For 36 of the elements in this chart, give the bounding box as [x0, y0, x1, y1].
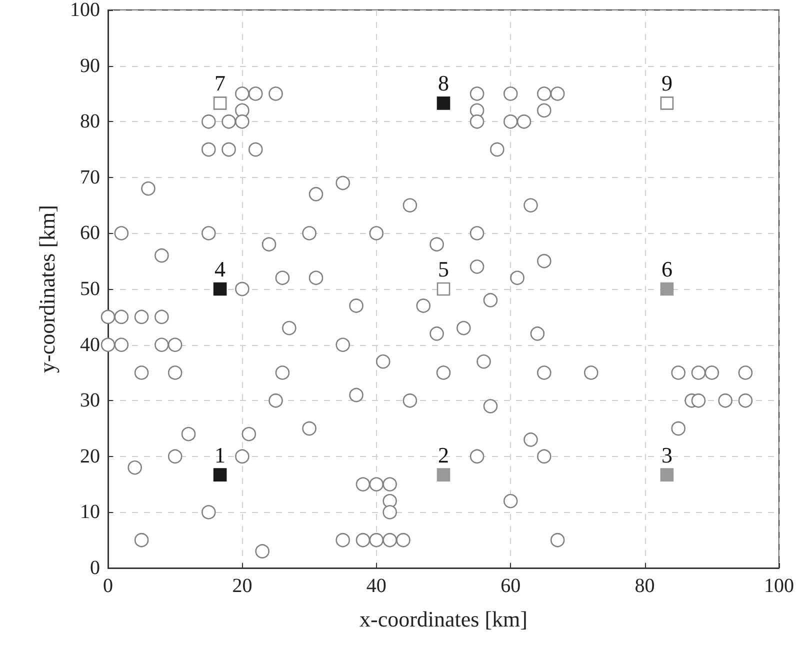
annotation: 8	[438, 70, 449, 96]
x-tick-label: 60	[500, 575, 521, 597]
point	[213, 96, 227, 110]
x-tick-label: 20	[232, 575, 252, 597]
annotation: 6	[661, 256, 672, 282]
annotation: 2	[438, 442, 449, 468]
y-tick-label: 0	[90, 557, 100, 579]
point	[213, 282, 227, 296]
y-tick-label: 90	[80, 54, 100, 77]
x-tick-label: 40	[366, 575, 386, 597]
x-tick-label: 100	[764, 575, 794, 597]
annotation: 4	[214, 256, 226, 282]
y-axis-title: y-coordinates [km]	[34, 205, 60, 373]
y-tick-label: 60	[80, 222, 100, 244]
point	[436, 96, 450, 110]
point	[436, 468, 450, 482]
point	[436, 282, 450, 296]
y-tick-label: 70	[80, 166, 100, 188]
y-tick-label: 20	[80, 445, 100, 468]
y-tick-label: 10	[80, 501, 100, 524]
x-tick-label: 80	[634, 575, 655, 597]
annotation: 7	[214, 70, 226, 96]
x-axis-title: x-coordinates [km]	[360, 606, 528, 632]
annotation: 9	[661, 70, 672, 96]
annotation: 3	[661, 442, 672, 468]
y-tick-label: 80	[80, 110, 100, 133]
point	[660, 96, 674, 110]
y-tick-label: 50	[80, 278, 100, 300]
point	[213, 468, 227, 482]
point	[660, 468, 674, 482]
y-tick-label: 40	[80, 334, 100, 356]
y-tick-label: 100	[70, 0, 100, 21]
point	[660, 282, 674, 296]
annotation: 5	[438, 256, 449, 282]
annotation: 1	[214, 442, 226, 468]
y-tick-label: 30	[80, 390, 100, 412]
